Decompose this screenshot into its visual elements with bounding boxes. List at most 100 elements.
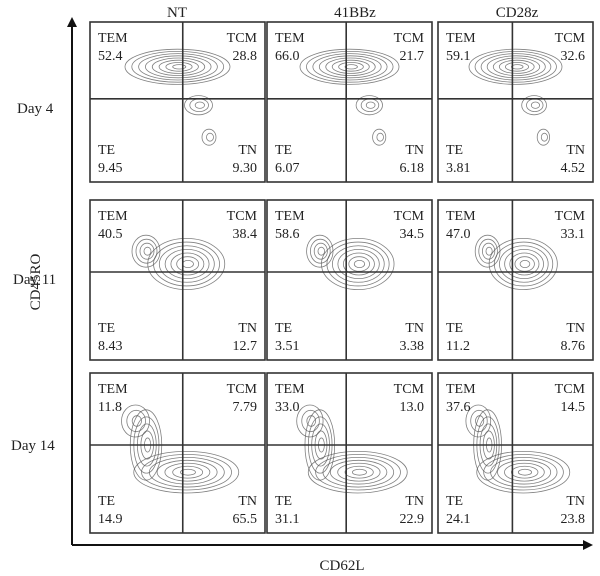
contour-line (337, 248, 380, 280)
contour-line (499, 245, 549, 283)
contour-line (492, 57, 541, 77)
quadrant-value-tn: 22.9 (400, 512, 425, 527)
contour-line (131, 51, 225, 83)
quadrant-value-tem: 59.1 (446, 49, 471, 64)
contour-line (143, 246, 152, 256)
quadrant-label-tcm: TCM (227, 209, 258, 224)
quadrant-value-tem: 11.8 (98, 400, 122, 415)
contour-line (483, 453, 564, 491)
quadrant-value-tem: 58.6 (275, 227, 300, 242)
contour-line (312, 53, 388, 81)
quadrant-value-tcm: 13.0 (400, 400, 425, 415)
contour-line (158, 245, 215, 283)
contour-line (126, 409, 146, 433)
quadrant-value-tn: 9.30 (233, 161, 258, 176)
quadrant-value-te: 3.81 (446, 161, 471, 176)
quadrant-label-tcm: TCM (394, 209, 425, 224)
quadrant-label-tn: TN (405, 494, 424, 509)
contour-line (306, 51, 394, 83)
quadrant-value-tcm: 14.5 (561, 400, 586, 415)
quadrant-value-tn: 65.5 (233, 512, 258, 527)
column-label-nt: NT (167, 5, 187, 21)
contour-line (180, 468, 196, 476)
quadrant-label-tem: TEM (275, 209, 305, 224)
contour-line (536, 128, 551, 146)
contour-line (504, 62, 530, 72)
quadrant-label-tem: TEM (446, 382, 476, 397)
contour-line (376, 132, 384, 142)
quadrant-label-tn: TN (405, 321, 424, 336)
quadrant-value-te: 8.43 (98, 339, 123, 354)
panel-frame (266, 199, 433, 361)
contour-line (315, 453, 401, 491)
quadrant-value-tn: 6.18 (400, 161, 425, 176)
contour-line (476, 451, 571, 494)
contour-line (153, 241, 220, 287)
contour-line (519, 259, 531, 269)
quadrant-value-te: 6.07 (275, 161, 300, 176)
contour-line (133, 451, 240, 494)
contour-line (355, 95, 383, 116)
quadrant-label-tem: TEM (275, 382, 305, 397)
quadrant-label-tn: TN (238, 494, 257, 509)
contour-line (342, 252, 375, 276)
contour-line (296, 404, 324, 438)
quadrant-value-te: 3.51 (275, 339, 300, 354)
contour-line (540, 132, 548, 142)
contour-line (474, 51, 557, 83)
contour-line (480, 53, 552, 81)
quadrant-value-tem: 47.0 (446, 227, 471, 242)
y-axis-label: CD45RO (28, 254, 44, 311)
quadrant-value-tn: 3.38 (400, 339, 425, 354)
quadrant-label-te: TE (98, 143, 115, 158)
quadrant-value-tcm: 33.1 (561, 227, 586, 242)
contour-line (318, 55, 382, 79)
panel-day-11-nt: TEM 40.5 TCM 38.4 TE 8.43 TN 12.7 (89, 199, 266, 361)
quadrant-value-te: 24.1 (446, 512, 471, 527)
contour-line (497, 459, 552, 485)
quadrant-value-tem: 52.4 (98, 49, 123, 64)
column-label-41bbz: 41BBz (334, 5, 376, 21)
contour-line (481, 242, 496, 260)
quadrant-value-tcm: 32.6 (561, 49, 586, 64)
quadrant-label-tcm: TCM (555, 382, 586, 397)
contour-line (135, 238, 158, 264)
contour-line (486, 55, 546, 79)
quadrant-label-te: TE (275, 143, 292, 158)
contour-line (156, 459, 218, 485)
quadrant-label-tn: TN (566, 494, 585, 509)
contour-line (307, 451, 408, 494)
contour-line (331, 59, 370, 74)
contour-plot (124, 48, 231, 146)
contour-line (511, 64, 524, 70)
contour-line (145, 55, 212, 79)
quadrant-value-te: 31.1 (275, 512, 300, 527)
quadrant-label-tem: TEM (275, 31, 305, 46)
quadrant-value-tcm: 34.5 (400, 227, 425, 242)
contour-line (521, 95, 547, 116)
contour-line (206, 132, 214, 142)
contour-line (329, 459, 388, 485)
contour-line (510, 465, 539, 479)
panel-frame (437, 21, 594, 183)
contour-line (353, 259, 366, 269)
contour-line (317, 246, 325, 256)
quadrant-label-te: TE (446, 321, 463, 336)
quadrant-label-tem: TEM (446, 31, 476, 46)
contour-line (338, 62, 364, 72)
panel-grid: TEM 52.4 TCM 28.8 TE 9.45 TN 9.30 TEM 66.0 TCM 21.7… (89, 21, 594, 534)
contour-line (313, 242, 328, 260)
contour-line (337, 462, 381, 482)
panel-frame (89, 21, 266, 183)
quadrant-value-tcm: 38.4 (233, 227, 258, 242)
contour-line (470, 409, 488, 433)
panel-day-14-41bbz: TEM 33.0 TCM 13.0 TE 31.1 TN 22.9 (266, 372, 433, 534)
row-label-day-4: Day 4 (17, 101, 54, 117)
quadrant-value-tn: 8.76 (561, 339, 586, 354)
contour-line (372, 128, 387, 146)
quadrant-label-tn: TN (405, 143, 424, 158)
contour-line (504, 462, 545, 482)
contour-line (201, 128, 217, 146)
contour-line (326, 241, 390, 287)
